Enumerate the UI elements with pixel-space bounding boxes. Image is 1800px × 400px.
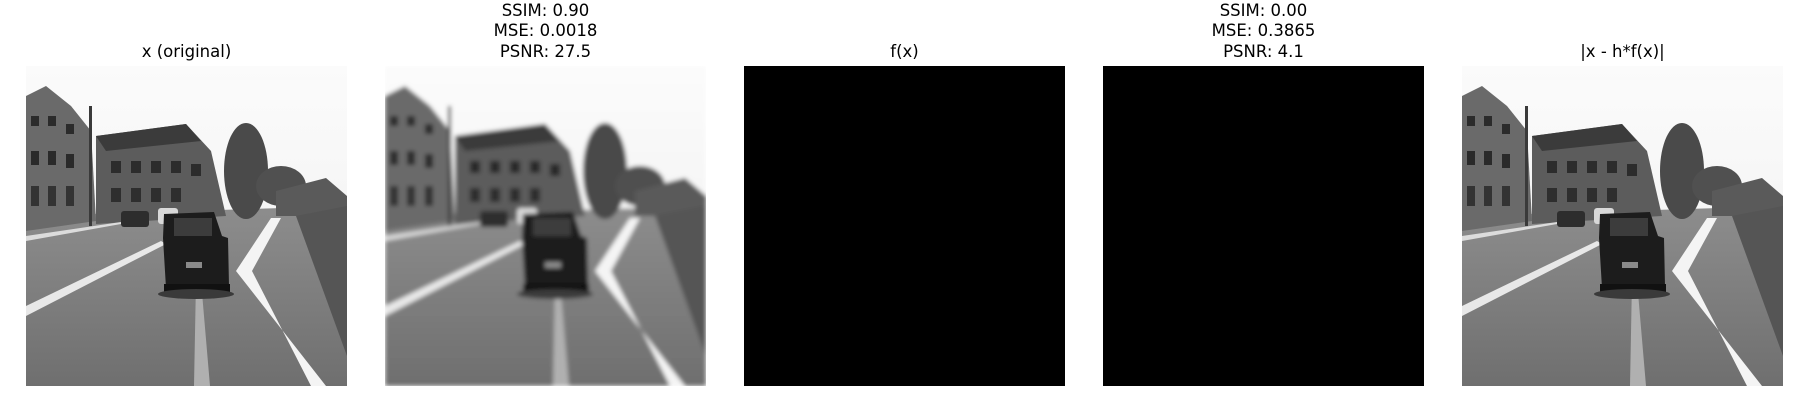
panel-3-title: f(x) [890,42,919,61]
panel-4-mse: MSE: 0.3865 [1211,21,1316,40]
panel-2-psnr: PSNR: 27.5 [499,42,592,61]
panel-4-ssim: SSIM: 0.00 [1219,1,1308,20]
panel-2-ssim: SSIM: 0.90 [501,1,590,20]
panel-1-title: x (original) [141,42,232,61]
panel-5-title: |x - h*f(x)| [1580,42,1665,61]
black-image-reconstruction [1103,66,1424,386]
street-scene-difference-image [1462,66,1783,386]
panel-2-mse: MSE: 0.0018 [493,21,598,40]
street-scene-original-image [26,66,347,386]
panel-4-psnr: PSNR: 4.1 [1223,42,1304,61]
street-scene-blurred-image [385,66,706,386]
black-image-fx [744,66,1065,386]
